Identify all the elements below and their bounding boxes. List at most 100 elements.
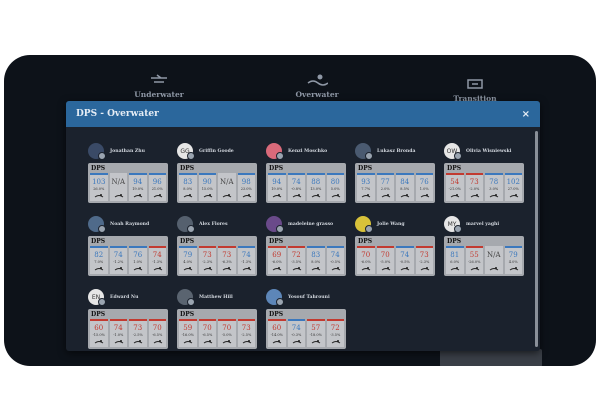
cell-strip [326,246,344,248]
cell-delta: 1.0% [133,260,143,264]
stroke-icon [470,194,479,198]
metric-cell: 78 3.0% [485,173,503,201]
metric-label: DPS [91,311,106,318]
stroke-icon [450,194,460,198]
cell-value: 73 [469,178,479,186]
stroke-icon [153,340,162,344]
cell-strip [148,319,166,321]
avatar: EN [88,289,106,306]
athlete-card[interactable]: Jonathan Zhu DPS 103 26.0% N/A 94 19.0% 96 21.0% [88,142,170,203]
cell-value: 84 [400,178,410,186]
stroke-icon [183,267,193,271]
metric-cells: 60 -14.0% 74 -0.3% 57 -18.0% 72 -3.5% [268,319,344,347]
athlete-card[interactable]: Lukasz Bronda DPS 93 7.7% 77 2.0% 84 8.5% 76 1.0% [355,142,437,203]
cell-value: 55 [469,251,479,259]
metric-cell: 76 1.0% [415,173,433,201]
cell-value: 73 [419,251,429,259]
stroke-icon [242,194,251,198]
athlete-card[interactable]: Jolie Wang DPS 70 -6.0% 70 -5.0% 74 -0.5% 73 -2.3… [355,215,437,276]
athlete-card[interactable]: GG Griffin Goode DPS 83 8.0% 90 15.0% N/A 98 23.0… [177,142,259,203]
metric-cells: 79 4.0% 73 -2.3% 73 -6.3% 74 -1.3% [179,246,255,274]
cell-strip [129,319,147,321]
metric-box: DPS 60 -15.0% 74 -1.0% 73 -2.5% 70 -6.5% [88,309,168,349]
cell-strip [109,246,127,248]
metric-box: DPS 81 6.0% 55 -26.0% N/A 79 4.0% [444,236,524,276]
tab-icon [467,79,483,89]
cell-strip [90,246,108,248]
stroke-icon [381,194,390,198]
metric-cells: 54 -21.0% 73 -2.0% 78 3.0% 102 27.0% [446,173,522,201]
avatar [177,216,195,233]
avatar [266,216,284,233]
stroke-icon [242,267,251,271]
metric-cell: 80 5.0% [326,173,344,201]
stroke-icon [272,194,282,198]
cell-strip [237,319,255,321]
athlete-card[interactable]: EN Edward Nu DPS 60 -15.0% 74 -1.0% 73 -2.5% 70 -6… [88,288,170,349]
cell-delta: -0.5% [330,260,341,264]
cell-value: 60 [272,324,282,332]
athlete-card[interactable]: Alex Flores DPS 79 4.0% 73 -2.3% 73 -6.3% 74 -1.3… [177,215,259,276]
athlete-card[interactable]: OW Olivia Wisniewski DPS 54 -21.0% 73 -2.0% 78 3… [444,142,526,203]
cell-delta: -6.3% [221,260,232,264]
athlete-name: Olivia Wisniewski [466,148,512,154]
stroke-icon [133,267,143,271]
athlete: Jolie Wang [355,215,437,233]
metric-cell: 70 -6.5% [148,319,166,347]
metric-cell: 73 -2.5% [237,319,255,347]
cell-value: 90 [202,178,212,186]
avatar [88,216,106,233]
athlete-card[interactable]: madeleine grasso DPS 69 -6.0% 72 -3.5% 83 8.0% 7… [266,215,348,276]
athlete-name: Matthew Hill [199,294,233,300]
athlete-card[interactable]: Kenzi Moschko DPS 94 19.0% 74 -0.8% 88 13.0% 80 5… [266,142,348,203]
cell-delta: 8.5% [400,187,410,191]
metric-label: DPS [358,165,373,172]
metric-cell: 81 6.0% [446,246,464,274]
cell-strip [268,246,286,248]
cell-strip [287,319,305,321]
athlete-name: Edward Nu [110,294,139,300]
cell-value: 74 [330,251,340,259]
metric-box: DPS 69 -6.0% 72 -3.5% 83 8.0% 74 -0.5% [266,236,346,276]
cell-delta: 19.0% [271,187,283,191]
athlete-card[interactable]: Matthew Hill DPS 59 -16.0% 70 -6.5% 70 -5.0% 73-… [177,288,259,349]
athlete-card[interactable]: Noah Raymond DPS 82 7.0% 74 -1.2% 76 1.0% 74 -1.3… [88,215,170,276]
cell-delta: -3.5% [291,260,302,264]
tab-label: Overwater [295,90,339,99]
metric-box: DPS 70 -6.0% 70 -5.0% 74 -0.5% 73 -2.3% [355,236,435,276]
cell-strip [110,173,128,175]
cell-strip [90,173,108,175]
cell-strip [268,173,286,175]
cell-delta: 23.0% [240,187,252,191]
metric-box: DPS 83 8.0% 90 15.0% N/A 98 23.0% [177,163,257,203]
stroke-icon [114,194,123,198]
stroke-icon [203,267,212,271]
metric-cells: 60 -15.0% 74 -1.0% 73 -2.5% 70 -6.5% [90,319,166,347]
cell-delta: -2.0% [469,187,480,191]
metric-cell: 103 26.0% [90,173,108,201]
cell-delta-empty [218,187,236,191]
cell-delta: -3.5% [330,333,341,337]
cell-strip [326,173,344,175]
avatar: GG [177,143,195,160]
metric-cells: 70 -6.0% 70 -5.0% 74 -0.5% 73 -2.3% [357,246,433,274]
cell-value: 80 [330,178,340,186]
cell-strip [129,246,147,248]
stroke-icon [331,194,340,198]
cell-value: 59 [183,324,193,332]
metric-cell: 83 8.0% [307,246,325,274]
metric-cell: 76 1.0% [129,246,147,274]
cell-value: 70 [380,251,390,259]
cell-value: 79 [508,251,518,259]
cell-strip [326,319,344,321]
cell-delta: -6.5% [152,333,163,337]
cell-strip [287,173,305,175]
metric-cell: 70 -6.0% [357,246,375,274]
stroke-icon [311,267,321,271]
athlete-card[interactable]: Yosouf Tahrouni DPS 60 -14.0% 74 -0.3% 57 -18.0… [266,288,348,349]
scrollbar[interactable] [535,131,538,347]
metric-cell: 73 -6.3% [218,246,236,274]
close-button[interactable]: × [521,108,530,120]
athlete-card[interactable]: MY marvel yaghi DPS 81 6.0% 55 -26.0% N/A 79 4.0% [444,215,526,276]
cell-value: 60 [94,324,104,332]
